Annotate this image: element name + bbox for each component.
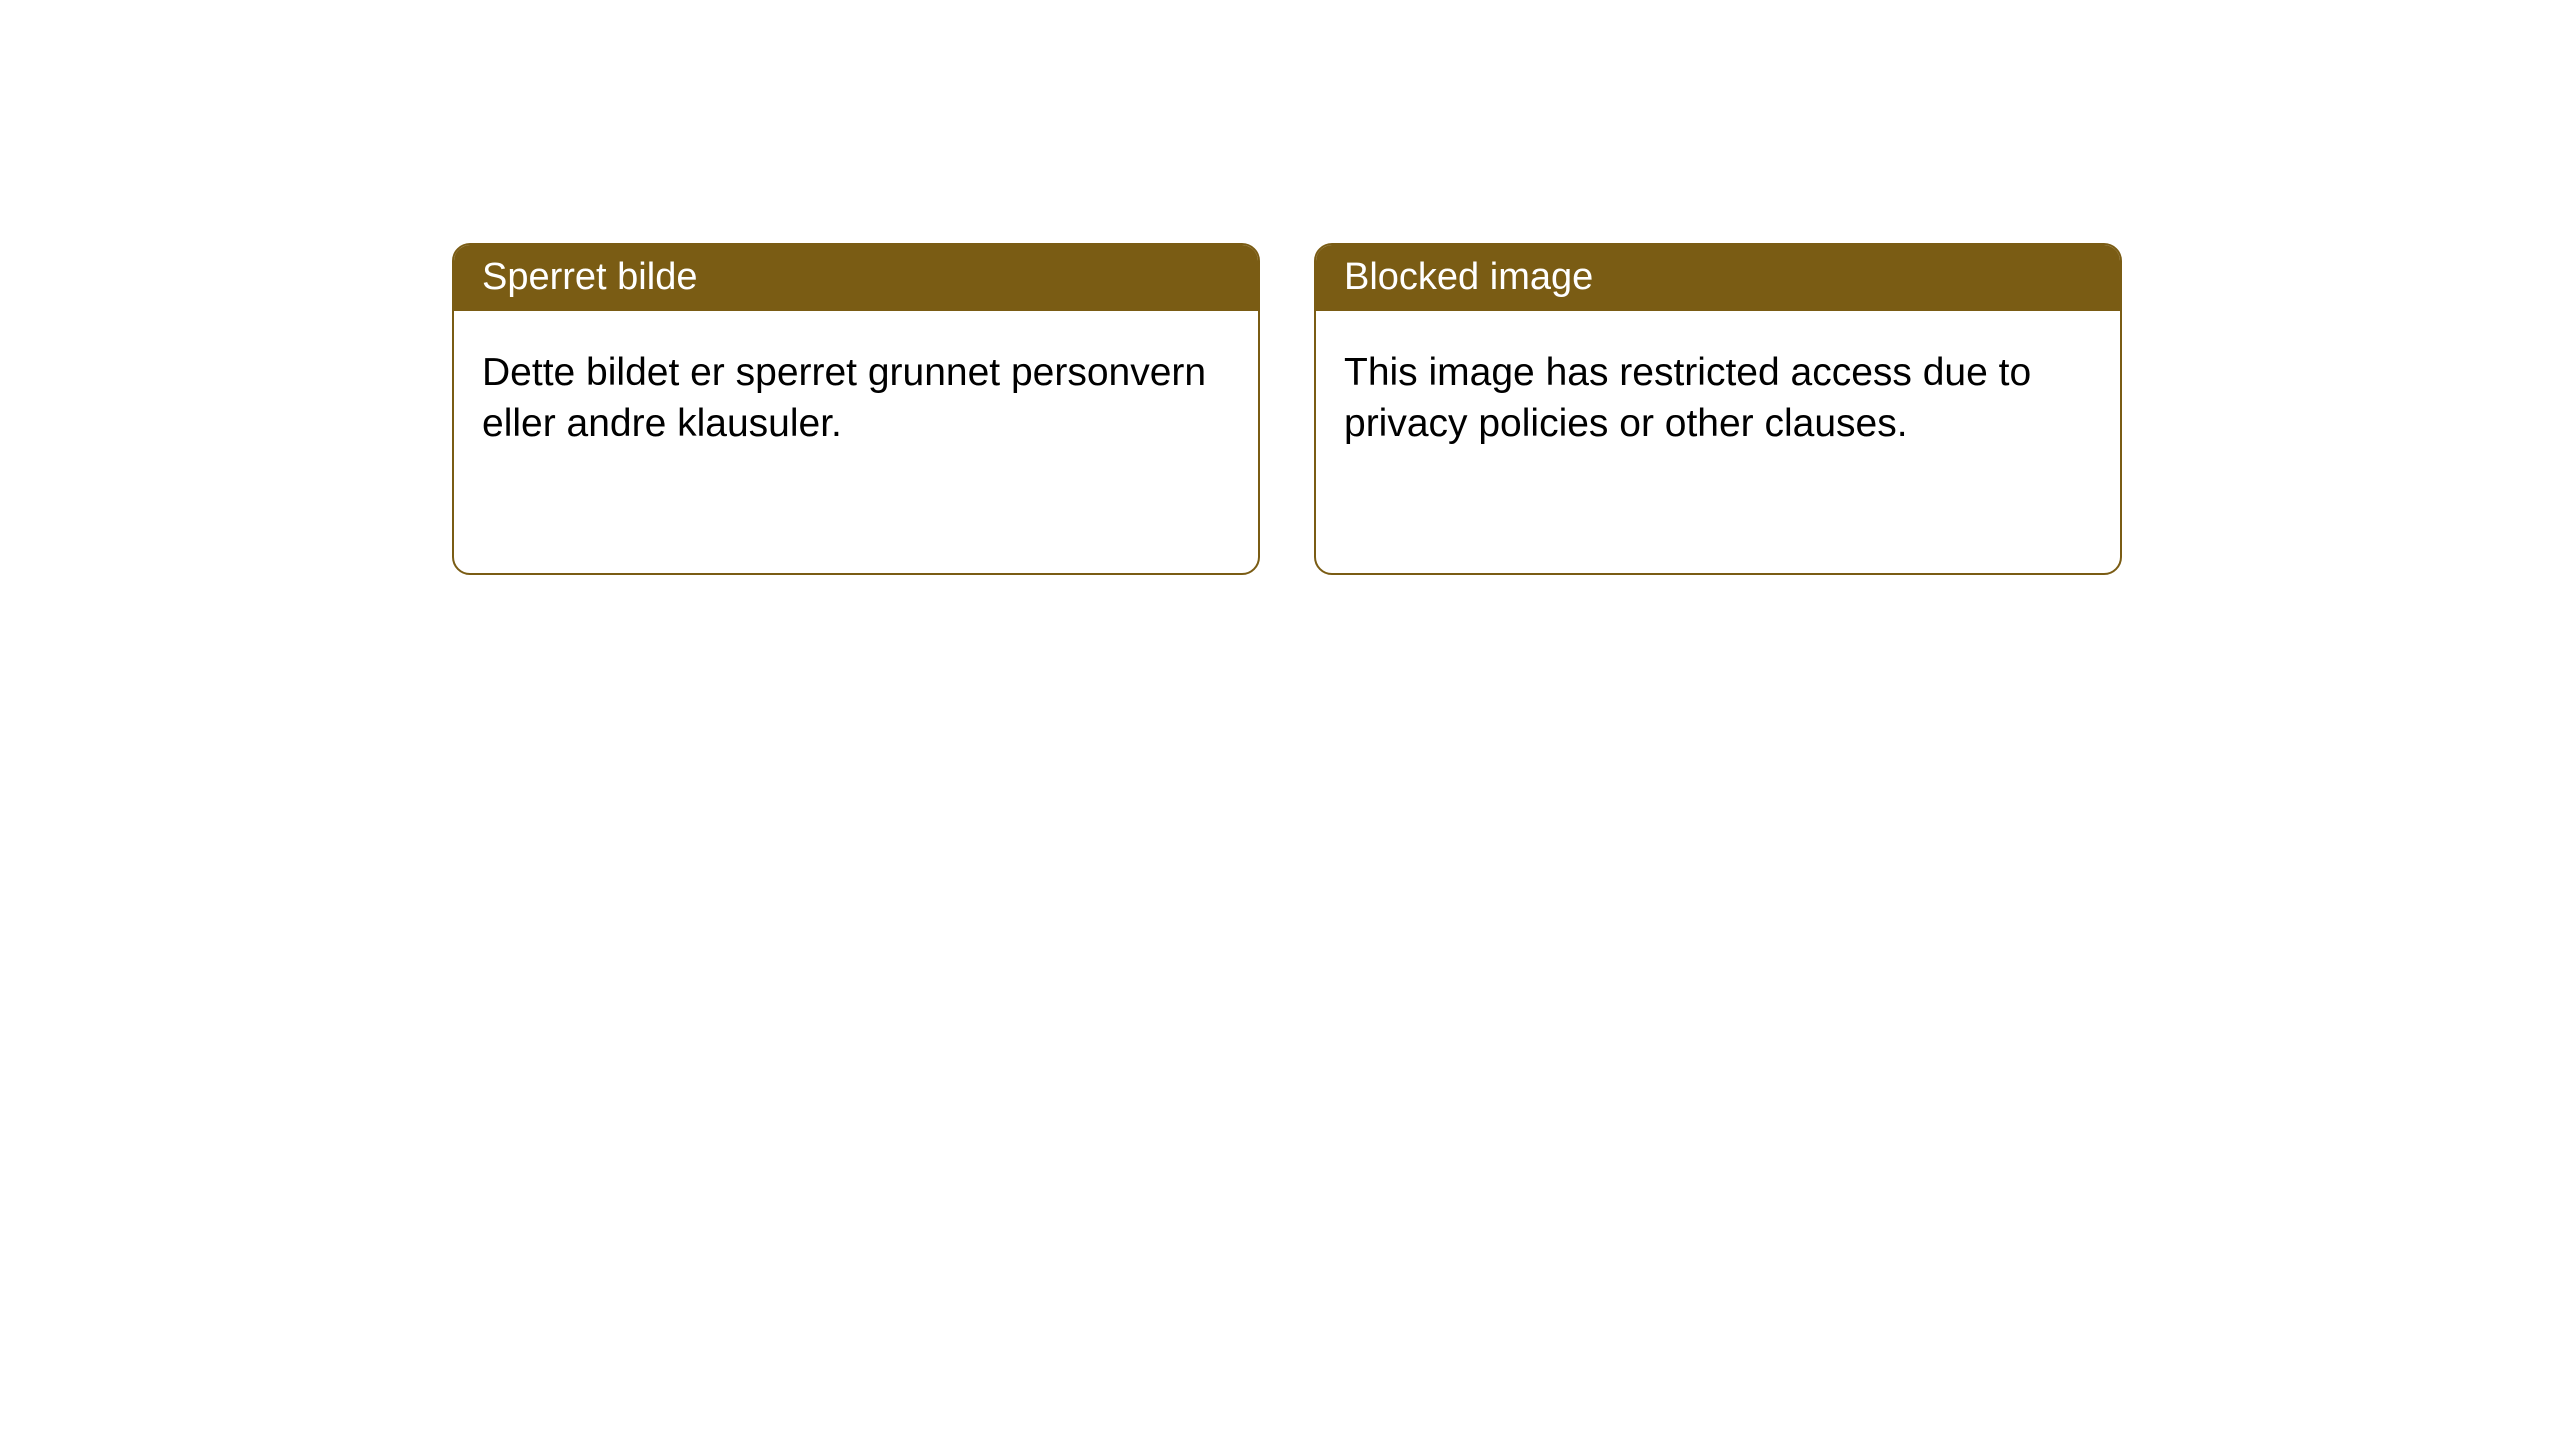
notice-container: Sperret bilde Dette bildet er sperret gr… <box>0 0 2560 575</box>
notice-body: This image has restricted access due to … <box>1316 311 2120 486</box>
notice-body: Dette bildet er sperret grunnet personve… <box>454 311 1258 486</box>
notice-header: Sperret bilde <box>454 245 1258 311</box>
notice-header: Blocked image <box>1316 245 2120 311</box>
notice-card-norwegian: Sperret bilde Dette bildet er sperret gr… <box>452 243 1260 575</box>
notice-card-english: Blocked image This image has restricted … <box>1314 243 2122 575</box>
